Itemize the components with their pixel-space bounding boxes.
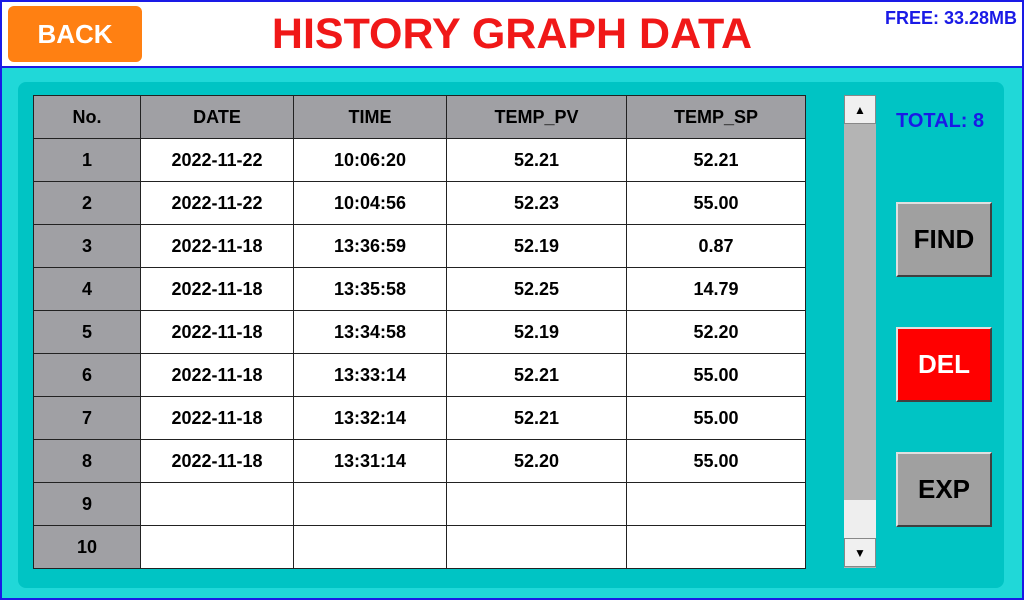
table-cell (626, 482, 806, 526)
table-cell (140, 525, 294, 569)
table-cell: 2022-11-18 (140, 396, 294, 440)
row-number: 8 (33, 439, 141, 483)
table-cell: 52.21 (446, 138, 627, 182)
table-cell: 13:31:14 (293, 439, 447, 483)
table-row[interactable]: 3 2022-11-18 13:36:59 52.19 0.87 (33, 224, 806, 268)
table-cell: 2022-11-18 (140, 353, 294, 397)
table-cell: 13:32:14 (293, 396, 447, 440)
table-cell: 52.25 (446, 267, 627, 311)
table-cell (140, 482, 294, 526)
table-cell: 52.21 (446, 353, 627, 397)
table-cell: 13:33:14 (293, 353, 447, 397)
table-cell: 52.21 (626, 138, 806, 182)
table-row[interactable]: 4 2022-11-18 13:35:58 52.25 14.79 (33, 267, 806, 311)
table-cell (626, 525, 806, 569)
row-number: 3 (33, 224, 141, 268)
page-title: HISTORY GRAPH DATA (271, 10, 753, 58)
table-cell (293, 482, 447, 526)
table-row[interactable]: 9 (33, 482, 806, 526)
action-button[interactable]: DEL (896, 327, 992, 402)
table-row[interactable]: 6 2022-11-18 13:33:14 52.21 55.00 (33, 353, 806, 397)
table-cell: 55.00 (626, 439, 806, 483)
back-button[interactable]: BACK (8, 6, 142, 62)
row-number: 1 (33, 138, 141, 182)
table-cell: 2022-11-18 (140, 267, 294, 311)
scroll-thumb[interactable] (844, 500, 876, 538)
table-cell: 0.87 (626, 224, 806, 268)
table-cell: 52.20 (446, 439, 627, 483)
column-header: TEMP_PV (446, 95, 627, 139)
table-cell: 52.21 (446, 396, 627, 440)
table-cell: 2022-11-18 (140, 310, 294, 354)
column-header: No. (33, 95, 141, 139)
header-row: No. DATE TIME TEMP_PV TEMP_SP (33, 95, 806, 139)
row-number: 6 (33, 353, 141, 397)
table-row[interactable]: 7 2022-11-18 13:32:14 52.21 55.00 (33, 396, 806, 440)
action-button[interactable]: FIND (896, 202, 992, 277)
column-header: TEMP_SP (626, 95, 806, 139)
table-cell: 52.23 (446, 181, 627, 225)
table-cell: 2022-11-18 (140, 439, 294, 483)
table-cell: 55.00 (626, 181, 806, 225)
column-header: TIME (293, 95, 447, 139)
table-cell: 13:36:59 (293, 224, 447, 268)
table-cell (446, 525, 627, 569)
table-cell: 55.00 (626, 353, 806, 397)
table-row[interactable]: 1 2022-11-22 10:06:20 52.21 52.21 (33, 138, 806, 182)
table-cell (446, 482, 627, 526)
table-row[interactable]: 10 (33, 525, 806, 569)
row-number: 9 (33, 482, 141, 526)
row-number: 4 (33, 267, 141, 311)
table-cell: 10:04:56 (293, 181, 447, 225)
table-cell: 52.19 (446, 310, 627, 354)
table-cell: 55.00 (626, 396, 806, 440)
free-space: FREE: 33.28MB (884, 8, 1017, 28)
row-number: 5 (33, 310, 141, 354)
table-cell: 2022-11-22 (140, 138, 294, 182)
table-cell: 13:34:58 (293, 310, 447, 354)
table-cell: 14.79 (626, 267, 806, 311)
row-number: 10 (33, 525, 141, 569)
table-cell: 10:06:20 (293, 138, 447, 182)
table-cell: 52.19 (446, 224, 627, 268)
row-number: 7 (33, 396, 141, 440)
column-header: DATE (140, 95, 294, 139)
scroll-up[interactable]: ▲ (844, 95, 876, 124)
table-cell: 52.20 (626, 310, 806, 354)
table-row[interactable]: 8 2022-11-18 13:31:14 52.20 55.00 (33, 439, 806, 483)
scrollbar[interactable]: ▲ ▼ (844, 95, 876, 568)
content-area: No. DATE TIME TEMP_PV TEMP_SP 1 2022-11-22 10:0… (2, 66, 1022, 598)
table-cell: 2022-11-18 (140, 224, 294, 268)
table-cell: 2022-11-22 (140, 181, 294, 225)
table-row[interactable]: 2 2022-11-22 10:04:56 52.23 55.00 (33, 181, 806, 225)
total-count: TOTAL: 8 (896, 110, 985, 132)
action-button[interactable]: EXP (896, 452, 992, 527)
row-number: 2 (33, 181, 141, 225)
panel: No. DATE TIME TEMP_PV TEMP_SP 1 2022-11-22 10:0… (18, 82, 1004, 588)
table-row[interactable]: 5 2022-11-18 13:34:58 52.19 52.20 (33, 310, 806, 354)
history-table: No. DATE TIME TEMP_PV TEMP_SP 1 2022-11-22 10:0… (33, 95, 806, 569)
table-cell: 13:35:58 (293, 267, 447, 311)
table-cell (293, 525, 447, 569)
scroll-down[interactable]: ▼ (844, 538, 876, 567)
